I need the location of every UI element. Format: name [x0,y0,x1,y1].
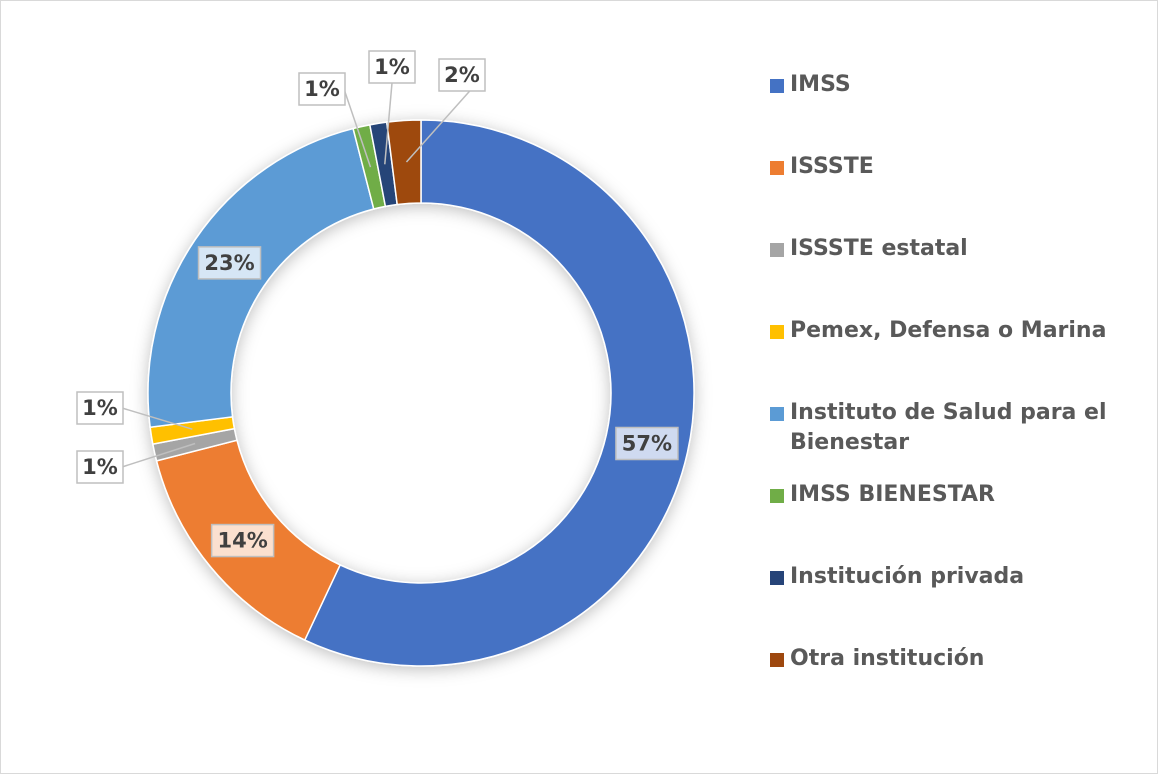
data-label: 1% [374,55,410,79]
legend-label: ISSSTE estatal [790,236,968,261]
legend-item: Instituto de Salud para el Bienestar [770,398,1150,458]
slice [385,119,422,206]
data-label: 1% [82,396,118,420]
label-box [76,391,124,425]
legend-label: Otra institución [790,646,985,671]
data-label: 2% [444,63,480,87]
legend-swatch [770,161,784,175]
legend-label: ISSSTE [790,154,874,179]
legend-item: ISSSTE [770,152,1150,182]
legend-item: IMSS [770,70,1150,100]
legend-swatch [770,407,784,421]
legend-item: Otra institución [770,644,1150,674]
legend-label: Instituto de Salud para el Bienestar [790,400,1107,455]
data-label: 1% [82,455,118,479]
legend-item: Pemex, Defensa o Marina [770,316,1150,346]
label-box [298,72,346,106]
data-labels: 57% 14% 1% 1% 23% 1% 1% 2% [76,50,679,558]
label-box [438,58,486,92]
leader-line [384,82,393,165]
leader-line [121,407,193,430]
legend-label: IMSS BIENESTAR [790,482,995,507]
legend-label: IMSS [790,72,851,97]
legend-item: Institución privada [770,562,1150,592]
leader-line [121,442,196,468]
legend-swatch [770,243,784,257]
legend-label: Institución privada [790,564,1025,589]
legend-swatch [770,489,784,503]
data-label: 23% [204,251,254,275]
data-label: 1% [304,77,340,101]
data-label: 14% [217,529,267,553]
label-box [615,426,679,461]
label-box [368,50,416,84]
label-box [210,523,275,558]
legend-item: IMSS BIENESTAR [770,480,1150,510]
legend-item: ISSSTE estatal [770,234,1150,264]
legend-swatch [770,79,784,93]
data-label: 57% [622,432,672,456]
label-box [76,450,124,484]
leader-line [343,88,372,168]
slice [303,119,695,667]
legend-swatch [770,653,784,667]
legend-swatch [770,325,784,339]
legend-swatch [770,571,784,585]
legend-label: Pemex, Defensa o Marina [790,318,1107,343]
label-box [197,246,262,280]
